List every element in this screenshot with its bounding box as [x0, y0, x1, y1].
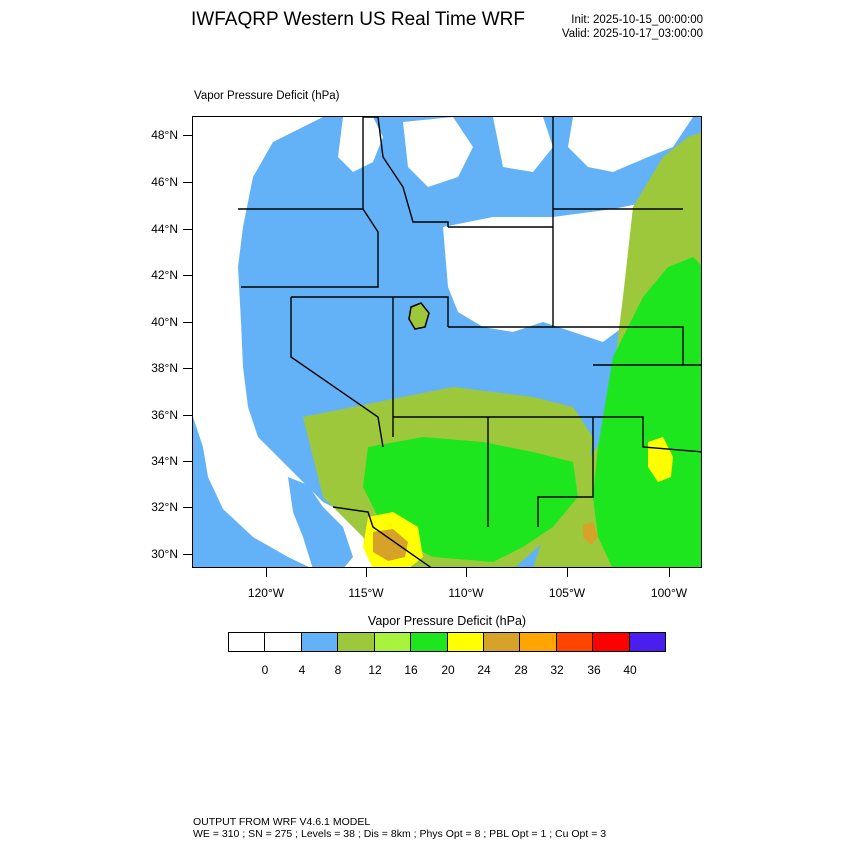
state-borders [238, 117, 701, 567]
legend-swatch [374, 633, 412, 651]
border-us-mexico [332, 506, 432, 567]
legend-swatch [593, 633, 630, 651]
legend-label: 24 [477, 663, 491, 677]
lat-label: 32°N [151, 500, 178, 514]
legend-label: 8 [334, 663, 342, 677]
lon-label: 105°W [548, 586, 586, 600]
lat-tick [183, 368, 192, 369]
legend-label: 16 [404, 663, 418, 677]
lat-tick [183, 554, 192, 555]
lon-label: 100°W [650, 586, 688, 600]
lon-label: 115°W [348, 586, 384, 600]
legend-label: 28 [514, 663, 528, 677]
lat-tick [183, 182, 192, 183]
vpd-field-texas-tan [583, 522, 598, 545]
border-nm-tx [537, 417, 594, 527]
lat-label: 46°N [151, 175, 178, 189]
lon-tick [366, 568, 367, 577]
legend-swatch [520, 633, 557, 651]
vpd-field-interior-white [443, 199, 673, 342]
lat-label: 30°N [151, 547, 178, 561]
plot-title: IWFAQRP Western US Real Time WRF [191, 9, 525, 30]
vpd-field-plains-deepgreen [593, 257, 701, 567]
lat-tick [183, 507, 192, 508]
lat-tick [183, 461, 192, 462]
lon-label: 120°W [247, 586, 285, 600]
vpd-field-bay-blue [288, 477, 353, 567]
lat-label: 48°N [151, 128, 178, 142]
legend-swatch [338, 633, 375, 651]
map-panel [192, 116, 702, 568]
border-ne-ks [553, 326, 684, 365]
lat-label: 44°N [151, 222, 178, 236]
footer-line-model: OUTPUT FROM WRF V4.6.1 MODEL [193, 816, 371, 828]
lon-tick [266, 568, 267, 577]
lat-label: 36°N [151, 408, 178, 422]
great-salt-lake [408, 302, 430, 330]
legend-swatch [483, 633, 521, 651]
lon-tick [567, 568, 568, 577]
footer-line-config: WE = 310 ; SN = 275 ; Levels = 38 ; Dis … [193, 828, 607, 840]
legend-swatch [411, 633, 448, 651]
lat-tick [183, 229, 192, 230]
lat-tick [183, 275, 192, 276]
legend-title: Vapor Pressure Deficit (hPa) [367, 614, 527, 628]
lat-tick [183, 135, 192, 136]
legend-swatch [301, 633, 339, 651]
legend-label: 20 [441, 663, 455, 677]
legend-swatch [229, 633, 266, 651]
vpd-field-north-white-3 [493, 117, 553, 172]
lat-label: 34°N [151, 454, 178, 468]
vpd-map [193, 117, 701, 567]
map-subtitle: Vapor Pressure Deficit (hPa) [194, 90, 340, 102]
legend-label: 40 [623, 663, 637, 677]
border-ca-nv [290, 297, 384, 448]
run-info: Init: 2025-10-15_00:00:00 Valid: 2025-10… [540, 13, 703, 41]
legend-colorbar [228, 632, 666, 652]
lat-label: 42°N [151, 268, 178, 282]
lat-label: 40°N [151, 315, 178, 329]
legend-label: 12 [368, 663, 382, 677]
border-id-nv-ut [291, 296, 449, 327]
vpd-field-north-white-1 [338, 117, 383, 172]
legend-label: 0 [261, 663, 269, 677]
valid-time: Valid: 2025-10-17_03:00:00 [561, 28, 703, 40]
lon-tick [669, 568, 670, 577]
lat-label: 38°N [151, 361, 178, 375]
border-ca-or [241, 208, 379, 288]
vpd-field-north-white-2 [403, 117, 473, 187]
border-ok-tx [593, 416, 701, 453]
model-footer: OUTPUT FROM WRF V4.6.1 MODEL WE = 310 ; … [193, 816, 606, 840]
legend-label: 4 [298, 663, 306, 677]
legend-swatch [447, 633, 484, 651]
vpd-field-northeast-white [568, 117, 693, 172]
border-id-mt [363, 117, 449, 227]
legend-label: 32 [550, 663, 564, 677]
lon-label: 110°W [448, 586, 484, 600]
lon-tick [466, 568, 467, 577]
vpd-field-offshore-blue [193, 417, 309, 567]
vpd-field-arizona-tan [373, 529, 408, 561]
legend-swatch [629, 633, 666, 651]
lat-tick [183, 322, 192, 323]
init-time: Init: 2025-10-15_00:00:00 [571, 14, 703, 26]
legend-label: 36 [587, 663, 601, 677]
legend-swatch [265, 633, 302, 651]
legend-swatch [556, 633, 594, 651]
lat-tick [183, 415, 192, 416]
